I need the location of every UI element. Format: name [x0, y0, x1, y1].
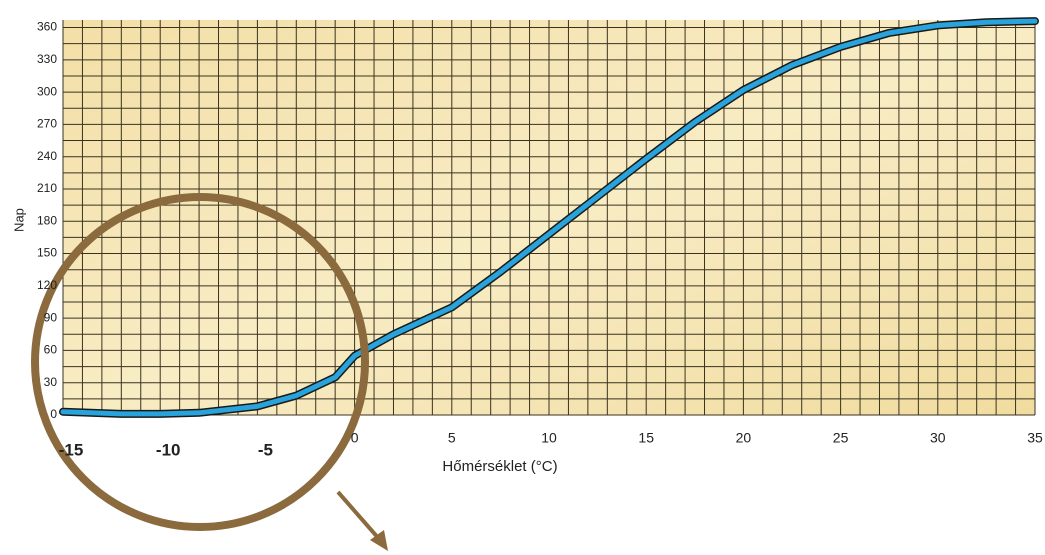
arrow [338, 492, 380, 540]
y-tick-label: 270 [37, 117, 57, 131]
x-tick-label: 0 [351, 430, 359, 446]
y-tick-label: 210 [37, 181, 57, 195]
page: Hőmérséklet (°C) Nap 0306090120150180210… [0, 0, 1045, 555]
x-tick-label: -5 [258, 440, 273, 459]
x-tick-label: 30 [930, 430, 946, 446]
y-tick-label: 150 [37, 246, 57, 260]
y-tick-label: 300 [37, 84, 57, 98]
y-tick-label: 0 [50, 407, 57, 421]
x-tick-label: 25 [833, 430, 849, 446]
x-tick-label: 35 [1027, 430, 1043, 446]
chart: Hőmérséklet (°C) Nap 0306090120150180210… [0, 0, 1045, 555]
x-axis-label: Hőmérséklet (°C) [442, 458, 557, 475]
x-tick-label: -15 [59, 440, 84, 459]
y-tick-label: 30 [44, 375, 58, 389]
y-tick-label: 360 [37, 20, 57, 34]
y-tick-label: 120 [37, 278, 57, 292]
y-tick-label: 180 [37, 213, 57, 227]
x-tick-label: 5 [448, 430, 456, 446]
x-tick-label: 20 [736, 430, 752, 446]
y-tick-label: 90 [44, 310, 58, 324]
y-tick-label: 240 [37, 149, 57, 163]
y-tick-label: 330 [37, 52, 57, 66]
x-tick-label: 15 [638, 430, 654, 446]
x-tick-label: 10 [541, 430, 557, 446]
y-axis-label: Nap [11, 208, 26, 232]
y-tick-label: 60 [44, 343, 58, 357]
x-tick-label: -10 [156, 440, 181, 459]
